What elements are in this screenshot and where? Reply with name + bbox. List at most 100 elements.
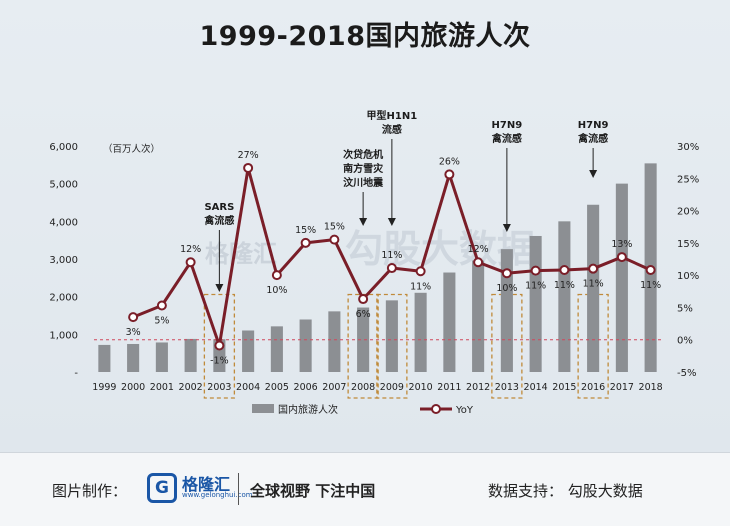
yoy-label-2016: 11% xyxy=(583,279,604,290)
axes: 6,000 5,000 4,000 3,000 2,000 1,000 - 30% 25% 20%… xyxy=(49,142,699,393)
yoy-label-2003: -1% xyxy=(210,356,229,367)
x-tick-label-2016: 2016 xyxy=(581,382,605,393)
yoy-label-2008: 6% xyxy=(356,309,371,320)
annotation-arrow-head-2009 xyxy=(387,218,396,226)
yoy-point-2003 xyxy=(214,340,225,351)
yoy-point-2010 xyxy=(415,266,426,277)
yoy-label-2013: 10% xyxy=(496,283,517,294)
y-left-tick-label: 6,000 xyxy=(49,142,78,153)
bar-series xyxy=(98,163,657,372)
annotation-2016-line-1: 禽流感 xyxy=(577,132,608,145)
yoy-point-2009 xyxy=(386,263,397,274)
yoy-point-2014 xyxy=(530,265,541,276)
annotation-2016-line-0: H7N9 xyxy=(578,120,609,131)
highlight-box-2003 xyxy=(203,293,236,399)
y-right-tick-label: -5% xyxy=(677,368,696,379)
y-right-tick-label: 10% xyxy=(677,271,699,282)
yoy-label-2017: 13% xyxy=(611,239,632,250)
bar-2015 xyxy=(558,221,571,372)
x-tick-label-2006: 2006 xyxy=(294,382,318,393)
yoy-label-2010: 11% xyxy=(410,281,431,292)
x-tick-label-2013: 2013 xyxy=(495,382,519,393)
yoy-label-2007: 15% xyxy=(324,222,345,233)
bar-2006 xyxy=(299,319,312,372)
x-tick-label-2014: 2014 xyxy=(524,382,548,393)
yoy-label-2018: 11% xyxy=(640,280,661,291)
gelonghui-logo-icon: G xyxy=(147,473,177,503)
yoy-point-2018 xyxy=(645,264,656,275)
yoy-point-2012 xyxy=(473,257,484,268)
x-tick-label-2011: 2011 xyxy=(437,382,461,393)
yoy-label-2014: 11% xyxy=(525,281,546,292)
footer-data-source: 数据支持： 勾股大数据 xyxy=(488,482,643,500)
yoy-label-2005: 10% xyxy=(266,285,287,296)
bar-2011 xyxy=(443,272,456,372)
yoy-label-2006: 15% xyxy=(295,225,316,236)
y-right-tick-label: 30% xyxy=(677,142,699,153)
bar-2012 xyxy=(472,260,485,372)
y-left-tick-label: 3,000 xyxy=(49,255,78,266)
bar-2014 xyxy=(529,235,542,372)
x-tick-label-2000: 2000 xyxy=(121,382,145,393)
y-right-tick-label: 20% xyxy=(677,207,699,218)
annotation-arrow-head-2008 xyxy=(359,218,368,226)
legend: 国内旅游人次 YoY xyxy=(252,403,474,416)
highlight-box-2009 xyxy=(376,293,408,399)
y-left-tick-label: 5,000 xyxy=(49,180,78,191)
bar-2007 xyxy=(328,311,341,372)
yoy-point-2007 xyxy=(329,234,340,245)
footer-logo-domain: www.gelonghui.com xyxy=(182,491,253,499)
yoy-point-2005 xyxy=(271,270,282,281)
legend-line-label: YoY xyxy=(455,405,474,416)
bar-1999 xyxy=(98,344,111,372)
x-tick-label-2017: 2017 xyxy=(610,382,634,393)
bar-2008 xyxy=(357,307,370,372)
annotation-2013-line-1: 禽流感 xyxy=(491,132,522,145)
data-labels: 3% 5% 12% -1% 27% 10% 15% 15% 6% 11% 11% 26% 12% 10% 1… xyxy=(126,150,662,367)
y-left-tick-label: 1,000 xyxy=(49,330,78,341)
y-right-tick-label: 15% xyxy=(677,239,699,250)
annotation-2009-line-1: 流感 xyxy=(382,123,402,136)
annotation-2009-line-0: 甲型H1N1 xyxy=(367,109,418,122)
legend-bar-swatch xyxy=(252,404,274,413)
annotation-2008-line-1: 南方雪灾 xyxy=(343,162,384,175)
x-tick-label-2005: 2005 xyxy=(265,382,289,393)
x-tick-label-2003: 2003 xyxy=(207,382,231,393)
x-tick-label-2004: 2004 xyxy=(236,382,260,393)
yoy-line-series xyxy=(128,162,656,351)
y-right-tick-label: 25% xyxy=(677,174,699,185)
legend-bar-label: 国内旅游人次 xyxy=(278,403,338,416)
y-right-tick-label: 5% xyxy=(677,303,693,314)
bar-2016 xyxy=(587,204,600,372)
bar-2009 xyxy=(385,300,398,372)
annotation-2003-line-1: 禽流感 xyxy=(203,214,234,227)
footer-credit-label: 图片制作： xyxy=(52,482,128,500)
bar-2002 xyxy=(184,338,197,372)
annotation-2003-line-0: SARS xyxy=(204,202,234,213)
annotation-arrow-head-2013 xyxy=(502,224,511,232)
y-left-tick-label: 4,000 xyxy=(49,217,78,228)
x-tick-label-2012: 2012 xyxy=(466,382,490,393)
bar-2005 xyxy=(270,326,283,372)
bar-2010 xyxy=(414,292,427,372)
yoy-point-2006 xyxy=(300,237,311,248)
watermark-left: 格隆汇 xyxy=(205,240,277,268)
bar-2013 xyxy=(500,249,513,372)
annotation-2008-line-0: 次贷危机 xyxy=(343,148,383,161)
yoy-point-2016 xyxy=(588,263,599,274)
yoy-label-2004: 27% xyxy=(238,150,259,161)
annotation-arrow-head-2003 xyxy=(215,284,224,292)
x-tick-label-2018: 2018 xyxy=(639,382,663,393)
legend-line-marker xyxy=(431,404,441,414)
yoy-point-2000 xyxy=(128,312,139,323)
y-left-tick-label: 2,000 xyxy=(49,293,78,304)
bar-2001 xyxy=(155,342,168,372)
yoy-label-2015: 11% xyxy=(554,280,575,291)
x-tick-label-1999: 1999 xyxy=(92,382,116,393)
yoy-label-2000: 3% xyxy=(126,327,141,338)
y-left-tick-label: - xyxy=(74,368,78,379)
bar-2017 xyxy=(615,183,628,372)
yoy-point-2002 xyxy=(185,257,196,268)
yoy-label-2001: 5% xyxy=(154,315,169,326)
